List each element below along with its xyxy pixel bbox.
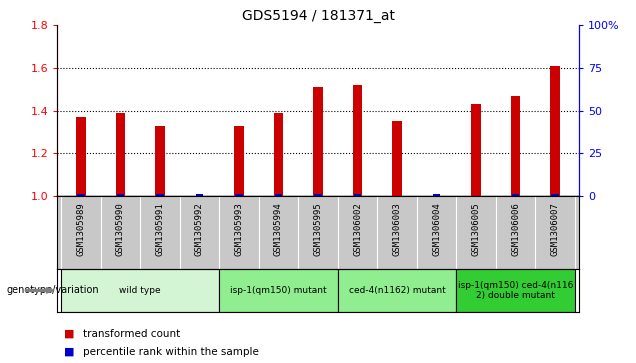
Bar bbox=[235, 194, 242, 196]
Bar bbox=[155, 126, 165, 196]
Text: GSM1305994: GSM1305994 bbox=[274, 202, 283, 256]
Text: GSM1306005: GSM1306005 bbox=[471, 202, 481, 256]
Bar bbox=[156, 194, 163, 196]
Text: GSM1306006: GSM1306006 bbox=[511, 202, 520, 256]
Text: genotype/variation: genotype/variation bbox=[6, 285, 99, 295]
Bar bbox=[116, 113, 125, 196]
Bar bbox=[352, 85, 363, 196]
Text: GSM1305991: GSM1305991 bbox=[155, 202, 165, 256]
Text: GSM1305990: GSM1305990 bbox=[116, 202, 125, 256]
Bar bbox=[338, 269, 456, 312]
Bar bbox=[273, 113, 284, 196]
Title: GDS5194 / 181371_at: GDS5194 / 181371_at bbox=[242, 9, 394, 23]
Bar bbox=[234, 126, 244, 196]
Bar bbox=[471, 104, 481, 196]
Text: ■: ■ bbox=[64, 329, 74, 339]
Text: GSM1305989: GSM1305989 bbox=[76, 202, 85, 256]
Bar bbox=[512, 194, 519, 196]
Bar bbox=[117, 194, 124, 196]
Bar bbox=[196, 194, 203, 196]
Text: wild type: wild type bbox=[120, 286, 161, 295]
Text: isp-1(qm150) ced-4(n116
2) double mutant: isp-1(qm150) ced-4(n116 2) double mutant bbox=[458, 281, 573, 300]
Text: GSM1306007: GSM1306007 bbox=[551, 202, 560, 256]
Bar bbox=[433, 194, 440, 196]
Text: GSM1306004: GSM1306004 bbox=[432, 202, 441, 256]
Bar bbox=[275, 194, 282, 196]
Text: GSM1306003: GSM1306003 bbox=[392, 202, 401, 256]
Bar bbox=[219, 269, 338, 312]
Bar bbox=[392, 121, 402, 196]
Bar bbox=[550, 66, 560, 196]
Bar bbox=[456, 269, 575, 312]
Text: GSM1305993: GSM1305993 bbox=[235, 202, 244, 256]
Bar bbox=[551, 194, 558, 196]
Text: isp-1(qm150) mutant: isp-1(qm150) mutant bbox=[230, 286, 327, 295]
Text: GSM1306002: GSM1306002 bbox=[353, 202, 362, 256]
Bar bbox=[78, 194, 85, 196]
Bar bbox=[511, 96, 520, 196]
Text: GSM1305995: GSM1305995 bbox=[314, 202, 322, 256]
Bar bbox=[76, 117, 86, 196]
Bar bbox=[61, 269, 219, 312]
Bar bbox=[314, 194, 322, 196]
Text: ced-4(n1162) mutant: ced-4(n1162) mutant bbox=[349, 286, 445, 295]
Bar bbox=[313, 87, 323, 196]
Text: percentile rank within the sample: percentile rank within the sample bbox=[83, 347, 259, 357]
Bar bbox=[354, 194, 361, 196]
Text: ■: ■ bbox=[64, 347, 74, 357]
Text: GSM1305992: GSM1305992 bbox=[195, 202, 204, 256]
Text: transformed count: transformed count bbox=[83, 329, 180, 339]
